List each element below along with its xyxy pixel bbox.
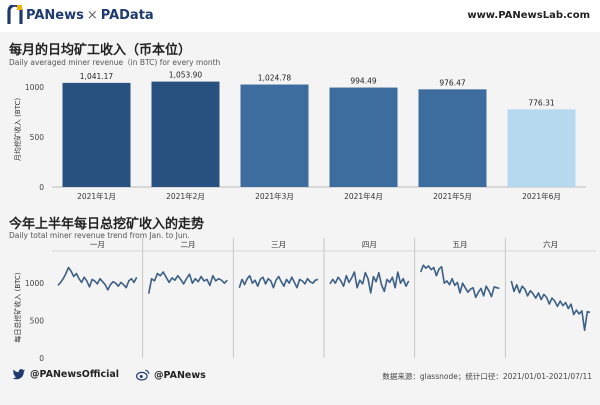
header-bar: PANews × PAData www.PANewsLab.com <box>0 0 600 32</box>
chart1-bar-value-label: 976.47 <box>439 78 465 87</box>
chart1-bar-value-label: 994.49 <box>350 77 376 86</box>
chart2-y-tick-label: 500 <box>30 317 45 326</box>
brand-panews: PANews <box>26 8 84 23</box>
chart2-panel-label: 二月 <box>181 240 196 249</box>
chart1-bar <box>329 87 398 187</box>
pa-logo-icon <box>7 5 23 24</box>
twitter-handle: @PANewsOfficial <box>30 369 119 380</box>
chart1-y-tick-label: 500 <box>30 133 45 142</box>
chart1-y-tick-label: 0 <box>39 183 44 192</box>
chart2-panel-label: 一月 <box>90 240 105 249</box>
brand-title: PANews × PAData <box>26 8 154 23</box>
chart1-x-tick-label: 2021年6月 <box>522 191 561 201</box>
twitter-handle-row: @PANewsOfficial <box>12 369 119 380</box>
chart2-series-line <box>419 264 500 299</box>
chart1-x-tick-label: 2021年5月 <box>433 191 472 201</box>
chart1-x-tick-label: 2021年1月 <box>77 191 116 201</box>
chart1-y-tick-label: 1000 <box>25 83 44 92</box>
charts-canvas: 月均挖矿收入 (BTC) 0 500 1000 1,041.17 2021年1月 1,053… <box>13 71 596 362</box>
chart2-series-line <box>147 271 228 294</box>
chart2-panel-label: 三月 <box>271 240 286 249</box>
twitter-icon <box>12 369 26 380</box>
weibo-handle: @PANews <box>154 369 206 381</box>
chart2-panel-label: 五月 <box>453 240 468 249</box>
chart2-series-line <box>57 266 138 291</box>
site-url: www.PANewsLab.com <box>467 10 590 21</box>
chart2-subtitle: Daily total miner revenue trend from Jan… <box>9 231 190 240</box>
chart2-y-axis-label: 每日总挖矿收入 (BTC) <box>13 272 22 343</box>
chart1-bar-value-label: 776.31 <box>528 98 554 107</box>
chart1-title: 每月的日均矿工收入（币本位） <box>9 43 192 58</box>
chart1-bar-value-label: 1,024.78 <box>258 74 292 83</box>
brand-separator: × <box>86 8 98 23</box>
chart1-bar <box>62 82 131 187</box>
chart2-panel-label: 六月 <box>543 239 558 249</box>
chart1-x-tick-label: 2021年4月 <box>344 191 383 201</box>
footer-bar: @PANewsOfficial @PANews 数据来源：glassnode；统… <box>0 362 600 405</box>
chart1-bar <box>507 109 576 187</box>
chart1-bar-value-label: 1,041.17 <box>80 72 114 81</box>
chart1-bar-value-label: 1,053.90 <box>169 71 203 80</box>
chart2-series-line <box>329 271 410 294</box>
chart2-series-line <box>510 280 591 332</box>
chart1-x-tick-label: 2021年3月 <box>255 191 294 201</box>
chart1-x-tick-label: 2021年2月 <box>166 191 205 201</box>
chart2-title: 今年上半年每日总挖矿收入的走势 <box>9 217 205 232</box>
chart1-y-axis-label: 月均挖矿收入 (BTC) <box>13 98 22 162</box>
chart1-subtitle: Daily averaged miner revenue（in BTC) for… <box>9 58 221 67</box>
chart2-panel-label: 四月 <box>362 240 377 249</box>
chart2-series-line <box>238 274 319 289</box>
chart2-y-tick-label: 0 <box>39 354 44 362</box>
chart1-bar <box>240 84 309 187</box>
brand-padata: PAData <box>100 8 154 23</box>
data-source-note: 数据来源：glassnode；统计口径：2021/01/01-2021/07/1… <box>382 372 592 381</box>
chart2-y-tick-label: 1000 <box>25 279 44 288</box>
chart1-bar <box>418 89 487 187</box>
weibo-icon <box>136 369 150 381</box>
weibo-handle-row: @PANews <box>136 369 206 381</box>
chart1-bar <box>151 81 220 187</box>
